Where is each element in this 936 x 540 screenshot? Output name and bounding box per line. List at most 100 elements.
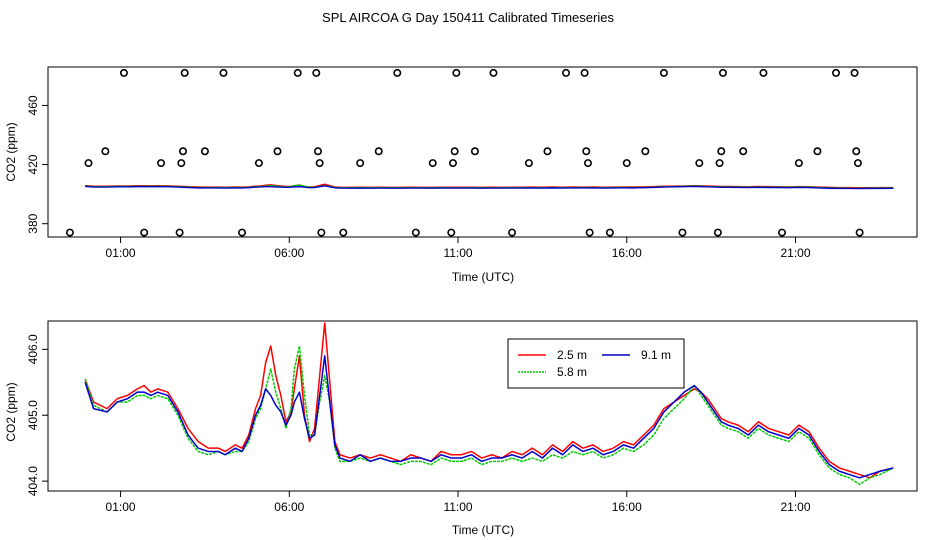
flag-point — [447, 228, 456, 237]
top-y-ticks: 380 420 460 — [26, 95, 48, 234]
flag-point — [119, 68, 128, 77]
flag-point — [448, 159, 457, 168]
flag-point — [580, 68, 589, 77]
top-x-ticks: 01:00 06:00 11:00 16:00 21:00 — [106, 237, 811, 260]
flag-point — [470, 147, 479, 156]
flag-point — [428, 159, 437, 168]
flag-point — [339, 228, 348, 237]
top-plot-frame — [47, 66, 918, 238]
bottom-y-tick-label: 406.0 — [26, 334, 40, 364]
flag-point — [219, 68, 228, 77]
top-y-tick-label: 380 — [26, 213, 40, 233]
flag-point — [411, 228, 420, 237]
top-x-tick-label: 11:00 — [443, 246, 472, 260]
flag-point — [356, 159, 365, 168]
flag-point — [65, 228, 74, 237]
bottom-x-axis-label: Time (UTC) — [452, 523, 514, 537]
top-y-tick-label: 420 — [26, 154, 40, 174]
bottom-y-tick-label: 405.0 — [26, 400, 40, 430]
flag-point — [582, 147, 591, 156]
flag-point — [813, 147, 822, 156]
top-x-tick-label: 16:00 — [612, 246, 642, 260]
flag-point — [317, 228, 326, 237]
flag-point — [315, 159, 324, 168]
flag-point — [678, 228, 687, 237]
flag-point — [140, 228, 149, 237]
bottom-x-tick-label: 16:00 — [612, 500, 642, 514]
flag-point — [450, 147, 459, 156]
bottom-y-tick-label: 404.0 — [26, 466, 40, 496]
flag-point — [254, 159, 263, 168]
flag-point — [562, 68, 571, 77]
flag-point — [585, 228, 594, 237]
legend-label-9-1m: 9.1 m — [641, 348, 671, 362]
flag-point — [850, 68, 859, 77]
top-x-tick-label: 21:00 — [780, 246, 810, 260]
flag-point — [84, 159, 93, 168]
legend: 2.5 m 9.1 m 5.8 m — [507, 338, 685, 389]
flag-point — [180, 68, 189, 77]
legend-label-5-8m: 5.8 m — [557, 365, 587, 379]
flag-point — [759, 68, 768, 77]
flag-point — [794, 159, 803, 168]
bottom-y-ticks: 404.0 405.0 406.0 — [26, 334, 48, 496]
flag-point — [101, 147, 110, 156]
top-y-tick-label: 460 — [26, 95, 40, 115]
bottom-x-tick-label: 01:00 — [106, 500, 136, 514]
bottom-plot-frame — [47, 320, 918, 492]
bottom-x-tick-label: 21:00 — [780, 500, 810, 514]
flag-point — [157, 159, 166, 168]
flag-point — [739, 147, 748, 156]
flag-point — [178, 147, 187, 156]
flag-point — [659, 68, 668, 77]
series-line-9-1-m — [84, 355, 894, 479]
flag-point — [489, 68, 498, 77]
flag-point — [524, 159, 533, 168]
flag-point — [273, 147, 282, 156]
flag-point — [177, 159, 186, 168]
top-x-tick-label: 06:00 — [274, 246, 304, 260]
bottom-y-axis-label: CO2 (ppm) — [4, 382, 18, 441]
figure-title: SPL AIRCOA G Day 150411 Calibrated Times… — [322, 10, 614, 25]
flag-point — [622, 159, 631, 168]
flag-point — [393, 68, 402, 77]
flag-point — [855, 228, 864, 237]
bottom-x-tick-label: 06:00 — [274, 500, 304, 514]
flag-point — [778, 228, 787, 237]
legend-label-2-5m: 2.5 m — [557, 348, 587, 362]
top-x-tick-label: 01:00 — [106, 246, 136, 260]
flag-point — [175, 228, 184, 237]
bottom-x-tick-label: 11:00 — [443, 500, 472, 514]
bottom-panel: Time (UTC) CO2 (ppm) 01:00 06:00 11:00 16:0… — [4, 320, 918, 537]
flag-point — [312, 68, 321, 77]
top-panel: Time (UTC) CO2 (ppm) 01:00 06:00 11:00 16:0… — [4, 66, 918, 284]
flag-point — [715, 159, 724, 168]
flag-point — [853, 159, 862, 168]
top-flag-points — [65, 68, 864, 237]
series-line-5-8-m — [84, 345, 894, 486]
flag-point — [452, 68, 461, 77]
flag-point — [238, 228, 247, 237]
top-x-axis-label: Time (UTC) — [452, 270, 514, 284]
bottom-series — [84, 322, 894, 486]
series-line-2-5-m — [84, 322, 894, 479]
top-series — [85, 183, 894, 190]
flag-point — [832, 68, 841, 77]
flag-point — [605, 228, 614, 237]
flag-point — [718, 68, 727, 77]
flag-point — [641, 147, 650, 156]
top-series-line — [85, 185, 894, 190]
flag-point — [200, 147, 209, 156]
flag-point — [583, 159, 592, 168]
flag-point — [508, 228, 517, 237]
flag-point — [293, 68, 302, 77]
flag-point — [852, 147, 861, 156]
flag-point — [313, 147, 322, 156]
flag-point — [713, 228, 722, 237]
flag-point — [695, 159, 704, 168]
flag-point — [374, 147, 383, 156]
legend-box — [507, 338, 685, 389]
bottom-x-ticks: 01:00 06:00 11:00 16:00 21:00 — [106, 491, 811, 514]
flag-point — [543, 147, 552, 156]
